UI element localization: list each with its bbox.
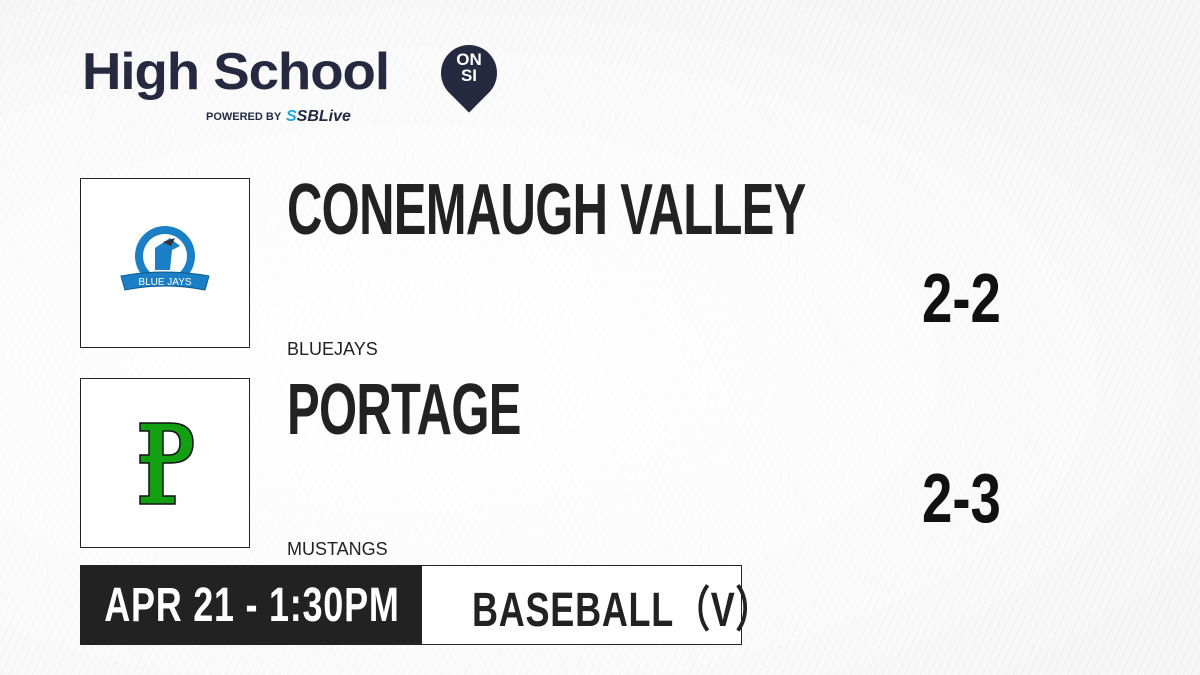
team-record: 2-2 bbox=[922, 259, 1001, 337]
badge-bottom: SI bbox=[460, 66, 478, 85]
brand-title: High School bbox=[82, 43, 390, 101]
game-info-bar: APR 21 - 1:30PM BASEBALL（V） bbox=[80, 565, 772, 645]
team-record: 2-3 bbox=[922, 459, 1001, 537]
datetime-text: APR 21 - 1:30PM bbox=[103, 578, 400, 632]
sblive-logo: SSBLive bbox=[286, 108, 351, 125]
team-name: PORTAGE bbox=[287, 370, 521, 450]
letter-p-logo-icon bbox=[139, 422, 194, 505]
team-name: CONEMAUGH VALLEY bbox=[287, 170, 806, 250]
partner-name: SBLive bbox=[296, 108, 351, 125]
team-logo-portage bbox=[80, 378, 250, 548]
game-sport: BASEBALL（V） bbox=[422, 566, 822, 644]
blue-jay-logo-icon: BLUE JAYS bbox=[120, 226, 210, 291]
on-si-badge: ON SI bbox=[441, 50, 497, 85]
team-mascot: BLUEJAYS bbox=[287, 339, 378, 359]
svg-text:BLUE JAYS: BLUE JAYS bbox=[138, 277, 191, 288]
team-mascot: MUSTANGS bbox=[287, 539, 388, 559]
sport-text: BASEBALL（V） bbox=[472, 584, 773, 637]
game-datetime: APR 21 - 1:30PM bbox=[81, 566, 422, 644]
badge-top: ON bbox=[456, 50, 482, 69]
team-logo-conemaugh-valley: BLUE JAYS bbox=[80, 178, 250, 348]
powered-by: POWERED BY bbox=[206, 111, 282, 123]
